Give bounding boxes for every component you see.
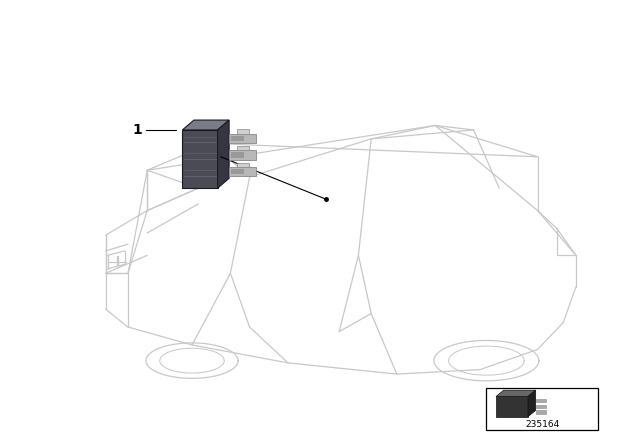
Bar [486,388,598,430]
Bar [536,399,546,402]
Bar [231,169,244,174]
Bar [182,130,218,188]
Bar [237,146,249,151]
Bar [237,129,249,134]
Bar [229,151,256,159]
Polygon shape [528,390,536,417]
Polygon shape [496,390,536,396]
Bar [231,152,244,158]
Bar [237,163,249,167]
Bar [229,134,256,143]
Bar [536,410,546,414]
Text: 235164: 235164 [525,420,559,429]
Text: 1: 1 [132,123,143,137]
Bar [536,405,546,408]
Bar [496,396,528,417]
Polygon shape [182,120,229,130]
Bar [229,167,256,176]
Bar [231,136,244,141]
Polygon shape [218,120,229,188]
